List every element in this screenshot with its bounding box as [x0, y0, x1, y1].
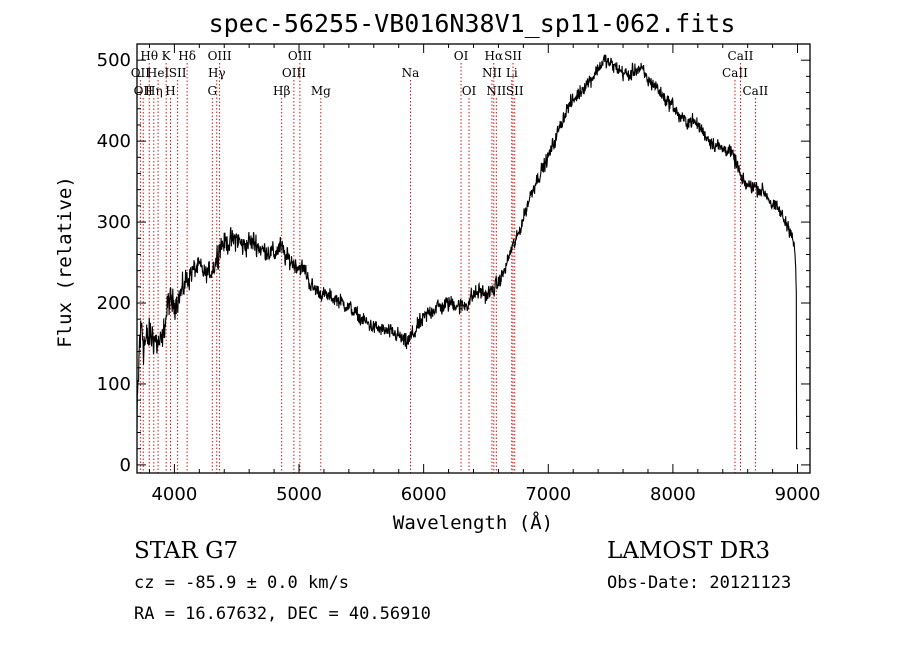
x-tick-label: 8000 — [650, 484, 696, 505]
y-tick-label: 300 — [97, 212, 131, 233]
spectral-line-label: CaII — [742, 84, 768, 98]
spectral-line-label: Hα — [485, 49, 504, 63]
spectral-line-label: NII — [486, 84, 506, 98]
observation-date: Obs-Date: 20121123 — [607, 573, 792, 593]
ra-dec: RA = 16.67632, DEC = 40.56910 — [134, 604, 431, 624]
y-tick-label: 400 — [97, 131, 131, 152]
spectral-line-label: Na — [402, 66, 420, 80]
spectral-line-label: HeI — [147, 66, 170, 80]
spectral-line-label: Hη — [145, 84, 163, 98]
spectral-line-label: OIII — [208, 49, 232, 63]
plot-frame — [136, 43, 811, 474]
spectral-line-label: G — [207, 84, 217, 98]
y-tick-label: 200 — [97, 293, 131, 314]
axis-ticks: 4000 5000 6000 7000 8000 9000 0 100 200 300 400 500 — [97, 44, 821, 505]
spectral-line-label: OIII — [282, 66, 306, 80]
spectral-line-label: Hδ — [178, 49, 196, 63]
spectrum-line — [136, 54, 798, 450]
y-axis-label: Flux (relative) — [54, 176, 76, 348]
spectral-line-label: SII — [169, 66, 187, 80]
spectral-line-label: OI — [454, 49, 469, 63]
spectral-line-label: CaII — [728, 49, 754, 63]
redshift-velocity: cz = -85.9 ± 0.0 km/s — [134, 573, 349, 593]
spectral-line-label: Hγ — [208, 66, 226, 80]
x-tick-label: 6000 — [401, 484, 447, 505]
spectral-line-label: OIII — [288, 49, 312, 63]
y-tick-label: 0 — [120, 455, 131, 476]
spectral-line-label: CaII — [722, 66, 748, 80]
chart-title: spec-56255-VB016N38V1_sp11-062.fits — [209, 9, 736, 38]
spectral-line-label: Hθ — [140, 49, 158, 63]
x-tick-label: 4000 — [151, 484, 197, 505]
spectral-line-label: SII — [504, 49, 522, 63]
spectral-line-label: SII — [506, 84, 524, 98]
spectral-line-label: Mg — [311, 84, 331, 98]
spectral-line-markers: OII OII Hθ Hη HeI K H SII Hδ G Hγ OIII Hβ OIII OIII Mg N… — [131, 49, 769, 473]
spectral-line-label: NII — [482, 66, 502, 80]
x-axis-label: Wavelength (Å) — [393, 511, 553, 534]
y-tick-label: 100 — [97, 374, 131, 395]
spectral-line-label: Li — [506, 66, 518, 80]
spectral-line-label: OII — [134, 84, 154, 98]
y-tick-label: 500 — [97, 50, 131, 71]
x-tick-label: 5000 — [276, 484, 322, 505]
spectral-line-label: H — [165, 84, 175, 98]
object-class: STAR G7 — [134, 538, 239, 564]
spectral-line-label: OII — [131, 66, 151, 80]
spectral-line-label: Hβ — [273, 84, 290, 98]
spectral-line-label: OI — [462, 84, 477, 98]
x-tick-label: 7000 — [525, 484, 571, 505]
spectrum-trace — [136, 54, 798, 450]
spectral-line-label: K — [162, 49, 172, 63]
survey-name: LAMOST DR3 — [607, 538, 771, 564]
x-tick-label: 9000 — [775, 484, 821, 505]
